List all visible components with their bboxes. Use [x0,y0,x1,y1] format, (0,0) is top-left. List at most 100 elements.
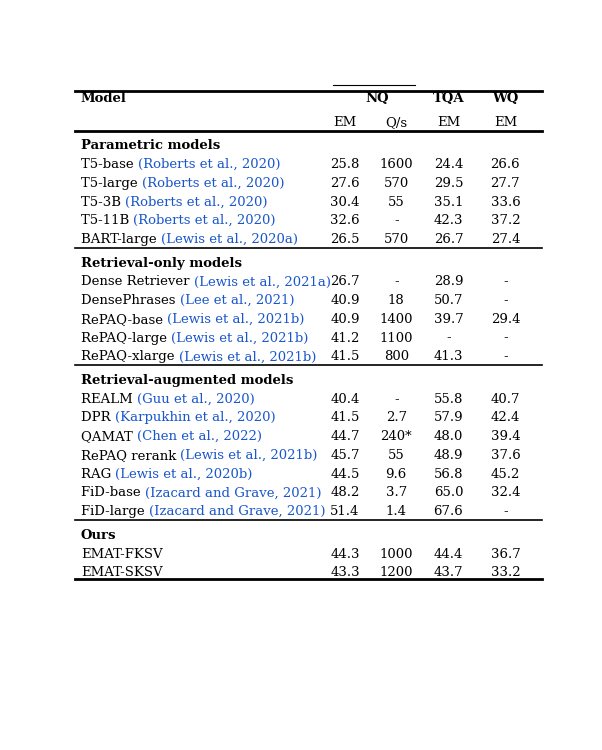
Text: -: - [503,332,507,344]
Text: 37.6: 37.6 [491,449,520,462]
Text: (Roberts et al., 2020): (Roberts et al., 2020) [138,158,280,171]
Text: (Lewis et al., 2021b): (Lewis et al., 2021b) [171,332,308,344]
Text: 41.5: 41.5 [330,350,359,363]
Text: T5-11B: T5-11B [81,214,134,227]
Text: 56.8: 56.8 [433,467,464,481]
Text: 41.3: 41.3 [433,350,464,363]
Text: EMAT-FKSV: EMAT-FKSV [81,548,163,560]
Text: T5-3B: T5-3B [81,196,125,208]
Text: 57.9: 57.9 [433,412,464,424]
Text: (Lewis et al., 2021a): (Lewis et al., 2021a) [194,275,330,289]
Text: QAMAT: QAMAT [81,430,137,443]
Text: (Lewis et al., 2021b): (Lewis et al., 2021b) [167,313,305,326]
Text: BART-large: BART-large [81,233,161,246]
Text: 27.7: 27.7 [491,177,520,190]
Text: 40.9: 40.9 [330,313,359,326]
Text: EM: EM [494,116,517,129]
Text: 30.4: 30.4 [330,196,359,208]
Text: Retrieval-only models: Retrieval-only models [81,256,242,270]
Text: 32.4: 32.4 [491,486,520,500]
Text: 65.0: 65.0 [433,486,464,500]
Text: -: - [503,275,507,289]
Text: Dense Retriever: Dense Retriever [81,275,194,289]
Text: EM: EM [334,116,356,129]
Text: 50.7: 50.7 [433,294,464,307]
Text: -: - [446,332,451,344]
Text: -: - [394,393,399,406]
Text: 45.2: 45.2 [491,467,520,481]
Text: 55.8: 55.8 [434,393,463,406]
Text: DensePhrases: DensePhrases [81,294,179,307]
Text: (Roberts et al., 2020): (Roberts et al., 2020) [125,196,268,208]
Text: 39.4: 39.4 [491,430,520,443]
Text: 45.7: 45.7 [330,449,359,462]
Text: (Guu et al., 2020): (Guu et al., 2020) [137,393,255,406]
Text: 55: 55 [388,196,405,208]
Text: FiD-base: FiD-base [81,486,144,500]
Text: 800: 800 [383,350,409,363]
Text: 44.3: 44.3 [330,548,359,560]
Text: 33.6: 33.6 [491,196,520,208]
Text: 36.7: 36.7 [491,548,520,560]
Text: 570: 570 [383,233,409,246]
Text: 40.9: 40.9 [330,294,359,307]
Text: -: - [503,294,507,307]
Text: 26.7: 26.7 [330,275,360,289]
Text: (Roberts et al., 2020): (Roberts et al., 2020) [134,214,276,227]
Text: 42.4: 42.4 [491,412,520,424]
Text: (Lewis et al., 2021b): (Lewis et al., 2021b) [181,449,318,462]
Text: Q/s: Q/s [385,116,408,129]
Text: (Izacard and Grave, 2021): (Izacard and Grave, 2021) [149,505,325,518]
Text: RePAQ-large: RePAQ-large [81,332,171,344]
Text: 48.9: 48.9 [433,449,464,462]
Text: 24.4: 24.4 [434,158,463,171]
Text: 37.2: 37.2 [491,214,520,227]
Text: RePAQ-xlarge: RePAQ-xlarge [81,350,179,363]
Text: Model: Model [81,92,127,105]
Text: 44.7: 44.7 [330,430,359,443]
Text: 28.9: 28.9 [433,275,464,289]
Text: 33.2: 33.2 [491,566,520,579]
Text: -: - [503,505,507,518]
Text: 43.3: 43.3 [330,566,360,579]
Text: 18: 18 [388,294,405,307]
Text: NQ: NQ [366,92,389,105]
Text: (Karpukhin et al., 2020): (Karpukhin et al., 2020) [115,412,275,424]
Text: 67.6: 67.6 [433,505,464,518]
Text: TQA: TQA [433,92,464,105]
Text: Retrieval-augmented models: Retrieval-augmented models [81,374,293,387]
Text: 48.2: 48.2 [330,486,359,500]
Text: (Chen et al., 2022): (Chen et al., 2022) [137,430,262,443]
Text: T5-large: T5-large [81,177,141,190]
Text: 48.0: 48.0 [434,430,463,443]
Text: 26.6: 26.6 [491,158,520,171]
Text: 1600: 1600 [379,158,413,171]
Text: -: - [394,214,399,227]
Text: RAG: RAG [81,467,116,481]
Text: Parametric models: Parametric models [81,140,220,152]
Text: 42.3: 42.3 [433,214,464,227]
Text: T5-base: T5-base [81,158,138,171]
Text: 9.6: 9.6 [386,467,407,481]
Text: 1400: 1400 [379,313,413,326]
Text: 240*: 240* [380,430,412,443]
Text: 25.8: 25.8 [330,158,359,171]
Text: 32.6: 32.6 [330,214,360,227]
Text: 1100: 1100 [379,332,413,344]
Text: 2.7: 2.7 [386,412,407,424]
Text: 26.5: 26.5 [330,233,359,246]
Text: 27.4: 27.4 [491,233,520,246]
Text: -: - [394,275,399,289]
Text: (Izacard and Grave, 2021): (Izacard and Grave, 2021) [144,486,321,500]
Text: (Lee et al., 2021): (Lee et al., 2021) [179,294,294,307]
Text: 41.5: 41.5 [330,412,359,424]
Text: DPR: DPR [81,412,115,424]
Text: 29.5: 29.5 [433,177,464,190]
Text: RePAQ rerank: RePAQ rerank [81,449,181,462]
Text: 44.4: 44.4 [434,548,463,560]
Text: 26.7: 26.7 [433,233,464,246]
Text: 35.1: 35.1 [433,196,464,208]
Text: (Lewis et al., 2020a): (Lewis et al., 2020a) [161,233,298,246]
Text: 40.4: 40.4 [330,393,359,406]
Text: 27.6: 27.6 [330,177,360,190]
